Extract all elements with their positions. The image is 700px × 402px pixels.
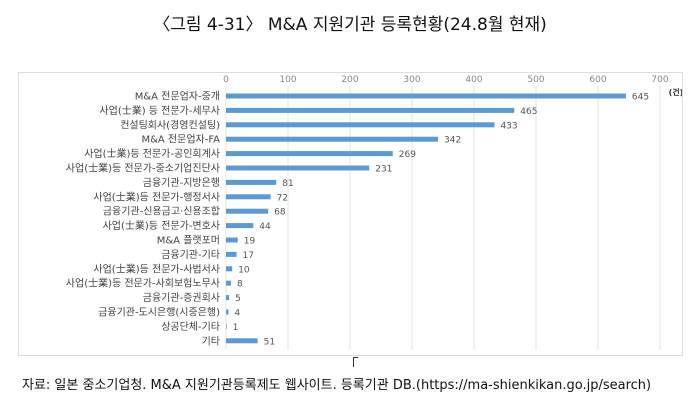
bar <box>226 295 230 301</box>
x-tick-label: 400 <box>465 75 482 85</box>
bar <box>226 251 237 257</box>
bar <box>226 309 229 315</box>
x-tick-label: 500 <box>527 75 544 85</box>
data-label: 465 <box>520 107 537 117</box>
data-label: 645 <box>632 93 649 103</box>
x-tick-label: 600 <box>589 75 606 85</box>
category-label: M&A 전문업자-중개 <box>135 90 220 103</box>
category-label: 금융기관-신용금고·신용조합 <box>103 206 220 218</box>
data-label: 81 <box>282 179 293 189</box>
x-tick-label: 100 <box>279 75 296 85</box>
x-tick-label: 200 <box>341 75 358 85</box>
data-label: 342 <box>444 136 461 146</box>
data-label: 8 <box>237 280 243 290</box>
category-label: 사업(士業)등 전문가-사법서사 <box>93 262 220 275</box>
category-label: M&A 전문업자-FA <box>141 133 220 146</box>
bar <box>226 122 495 128</box>
category-label: 사업(士業)등 전문가-변호사 <box>103 219 220 232</box>
bar <box>226 93 626 99</box>
source-note: 자료: 일본 중소기업청. M&A 지원기관등록제도 웹사이트. 등록기관 DB… <box>22 378 652 393</box>
data-label: 68 <box>274 208 286 218</box>
data-label: 19 <box>244 237 256 247</box>
data-label: 269 <box>399 150 416 160</box>
bar <box>226 194 271 200</box>
data-label: 72 <box>277 193 288 203</box>
data-label: 433 <box>500 121 517 131</box>
bar <box>226 107 515 113</box>
bar <box>226 266 233 272</box>
x-tick-label: 300 <box>403 75 420 85</box>
data-label: 1 <box>233 323 239 333</box>
unit-label: (건) <box>669 87 684 97</box>
x-tick-label: 700 <box>651 75 668 85</box>
data-label: 17 <box>243 251 254 261</box>
data-label: 44 <box>259 222 271 232</box>
x-tick-label: 0 <box>223 75 229 85</box>
category-label: 사업(士業) 등 전문가-세무사 <box>99 104 220 117</box>
category-label: 사업(士業)등 전문가-공인회계사 <box>84 147 220 160</box>
category-label: 금융기관-도시은행(시중은행) <box>98 307 220 319</box>
bar <box>226 280 231 286</box>
data-label: 10 <box>238 265 250 275</box>
bar <box>226 179 277 185</box>
data-label: 4 <box>234 309 240 319</box>
bar <box>226 223 254 229</box>
bar <box>226 237 238 243</box>
data-label: 5 <box>235 294 241 304</box>
figure-title: 〈그림 4-31〉 M&A 지원기관 등록현황(24.8월 현재) <box>153 15 547 35</box>
category-label: 사업(士業)등 전문가-사회보험노무사 <box>66 277 220 290</box>
bar <box>226 136 439 142</box>
data-label: 231 <box>375 165 392 175</box>
bar <box>226 208 269 214</box>
category-label: M&A 플랫포머 <box>157 235 220 247</box>
category-label: 금융기관-증권회사 <box>143 292 220 304</box>
category-label: 사업(士業)등 전문가-행정서사 <box>93 190 220 203</box>
bar <box>226 165 370 171</box>
category-label: 금융기관-지방은행 <box>143 177 220 189</box>
category-label: 기타 <box>202 335 220 347</box>
category-label: 금융기관-기타 <box>161 249 220 261</box>
bar <box>226 323 227 329</box>
category-label: 상공단체-기타 <box>161 321 220 333</box>
marker <box>353 357 358 367</box>
data-label: 51 <box>264 337 275 347</box>
bar <box>226 338 258 344</box>
category-label: 사업(士業)등 전문가-중소기업진단사 <box>66 162 220 175</box>
bar <box>226 151 393 157</box>
chart-frame <box>18 72 683 356</box>
category-label: 컨설팅회사(경영컨설팅) <box>120 118 220 131</box>
